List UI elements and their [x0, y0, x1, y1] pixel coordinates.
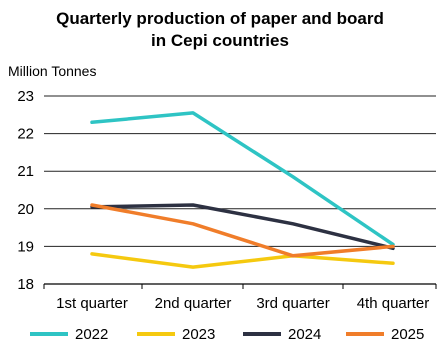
legend-label-2024: 2024: [288, 326, 321, 343]
series-lines: [90, 111, 395, 269]
legend-label-2023: 2023: [182, 326, 215, 343]
y-unit-label: Million Tonnes: [8, 63, 96, 79]
y-tick-label: 19: [17, 238, 34, 255]
x-tick-labels: 1st quarter 2nd quarter 3rd quarter 4th qua…: [56, 295, 429, 312]
series-line-2022: [90, 111, 395, 247]
y-tick-label: 18: [17, 276, 34, 293]
chart-title-line2: in Cepi countries: [151, 31, 289, 50]
x-tick-label: 1st quarter: [56, 295, 128, 312]
legend: 2022 2023 2024 2025: [30, 326, 424, 343]
y-tick-label: 21: [17, 163, 34, 180]
legend-label-2022: 2022: [75, 326, 108, 343]
x-tick-label: 2nd quarter: [155, 295, 232, 312]
y-tick-label: 23: [17, 88, 34, 105]
y-tick-labels: 18 19 20 21 22 23: [17, 88, 34, 293]
y-tick-label: 20: [17, 201, 34, 218]
y-tick-label: 22: [17, 126, 34, 143]
series-line-2023: [90, 252, 395, 269]
legend-label-2025: 2025: [391, 326, 424, 343]
x-tick-label: 4th quarter: [357, 295, 430, 312]
x-tick-label: 3rd quarter: [256, 295, 329, 312]
chart-title-line1: Quarterly production of paper and board: [56, 9, 384, 28]
series-line-2025: [90, 203, 395, 258]
series-line-2024: [90, 203, 395, 251]
